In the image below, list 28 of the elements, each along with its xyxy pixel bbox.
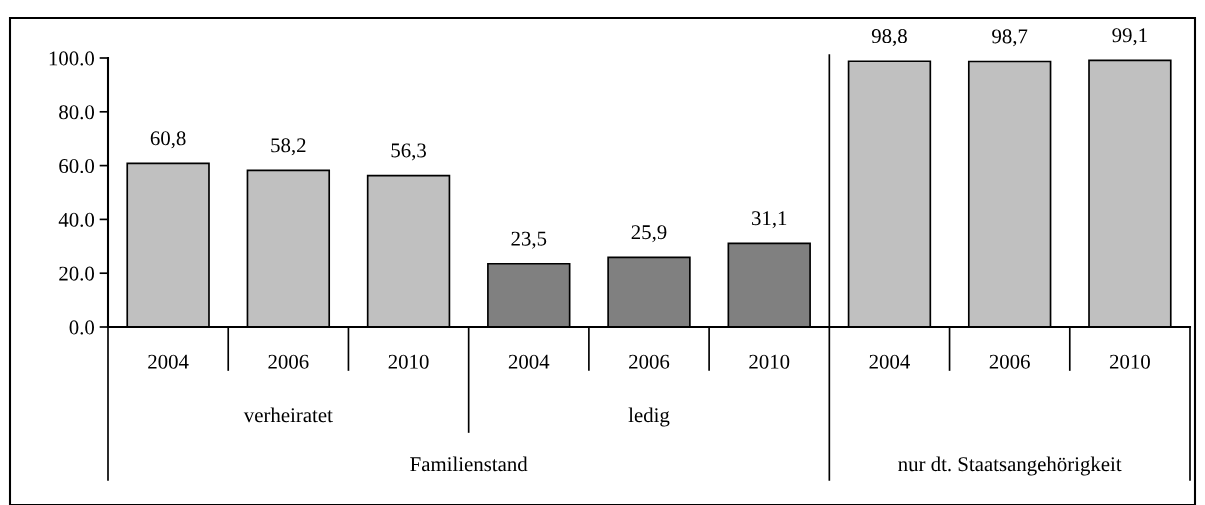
data-label: 60,8 xyxy=(150,131,186,149)
text: verheiratet xyxy=(243,407,333,423)
y-tick-label: 0.0 xyxy=(69,320,95,335)
x-tick-label: 2004 xyxy=(869,354,910,369)
data-label: 56,3 xyxy=(391,143,426,161)
y-tick-label: 20.0 xyxy=(59,266,95,281)
x-tick-label: 2004 xyxy=(508,354,550,369)
data-label: 99,1 xyxy=(1112,28,1147,46)
data-label: 23,5 xyxy=(511,231,547,249)
data-label: 58,2 xyxy=(271,138,306,156)
data-label: 98,7 xyxy=(992,29,1028,47)
x-tick-label: 2010 xyxy=(1109,354,1150,369)
text: Familienstand xyxy=(410,456,528,472)
y-tick-label: 100.0 xyxy=(49,51,95,66)
x-tick-label: 2006 xyxy=(629,354,670,369)
text: nur dt. Staatsangehörigkeit xyxy=(898,456,1122,476)
data-label: 25,9 xyxy=(631,225,667,243)
data-label: 31,1 xyxy=(751,211,787,229)
x-tick-label: 2010 xyxy=(749,354,790,369)
x-tick-label: 2006 xyxy=(989,354,1030,369)
x-tick-label: 2006 xyxy=(268,354,309,369)
y-tick-label: 60.0 xyxy=(59,158,95,174)
y-tick-label: 80.0 xyxy=(59,105,95,120)
y-tick-label: 40.0 xyxy=(58,212,95,227)
x-tick-label: 2010 xyxy=(388,354,429,369)
text: ledig xyxy=(628,407,670,427)
data-label: 98,8 xyxy=(871,29,907,47)
x-tick-label: 2004 xyxy=(148,354,189,369)
